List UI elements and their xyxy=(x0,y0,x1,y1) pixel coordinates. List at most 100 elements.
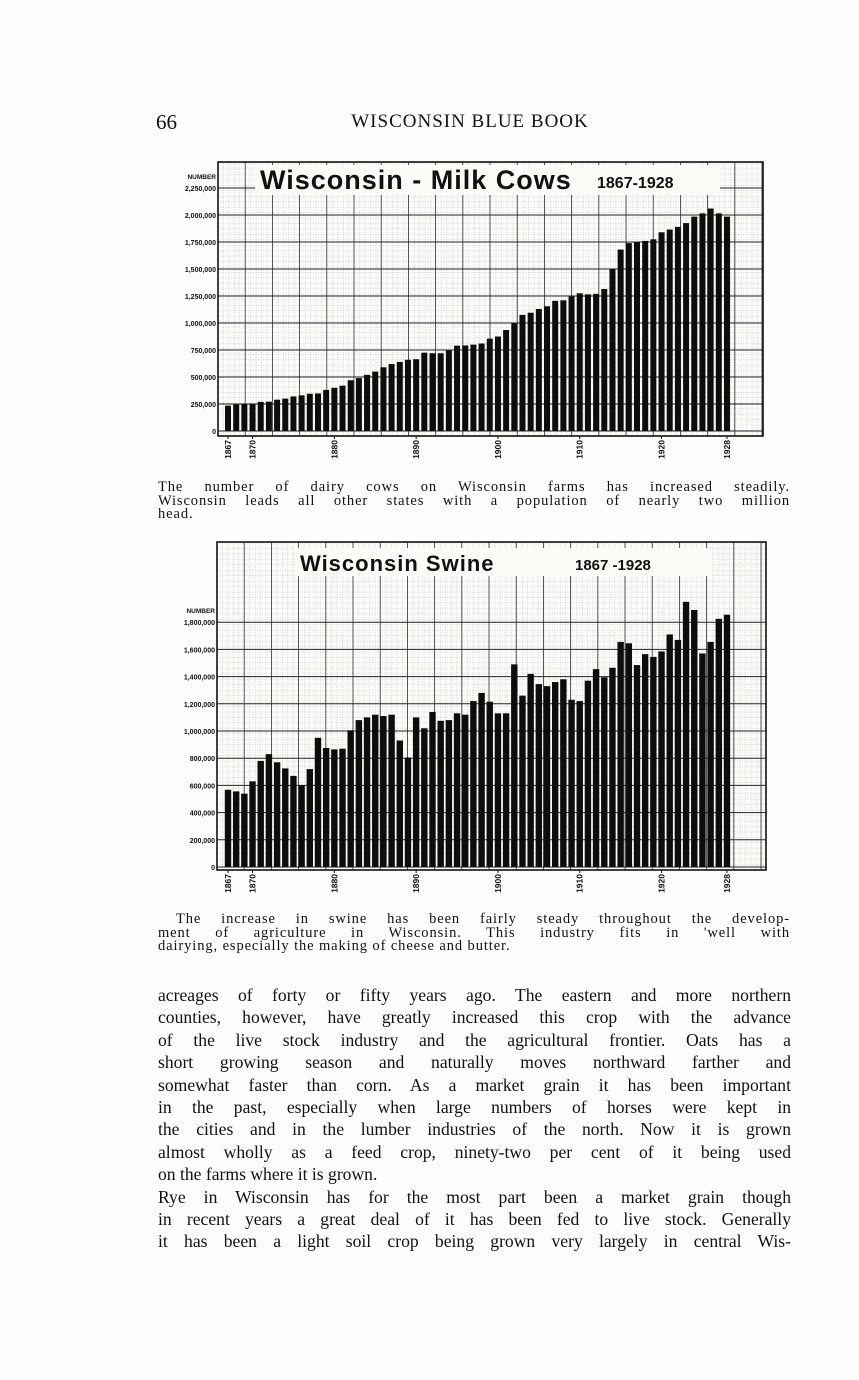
bar-1909 xyxy=(568,699,575,867)
y-tick-label: 1,400,000 xyxy=(184,675,215,682)
bar-1893 xyxy=(437,353,444,431)
y-tick-label: 2,250,000 xyxy=(185,186,216,193)
bar-1928 xyxy=(723,216,730,431)
bar-1878 xyxy=(314,393,321,431)
plot-frame xyxy=(217,161,764,437)
bar-1880 xyxy=(331,749,338,867)
bar-1883 xyxy=(355,720,363,867)
bar-1899 xyxy=(486,701,493,867)
bar-1885 xyxy=(372,714,379,867)
bar-1874 xyxy=(282,768,289,867)
bar-1873 xyxy=(274,399,281,431)
bar-1912 xyxy=(593,293,600,431)
y-axis-label: NUMBER xyxy=(187,174,216,181)
title-background xyxy=(295,548,710,576)
x-tick-label: 1928 xyxy=(722,874,732,893)
caption-line: head. xyxy=(158,506,194,522)
bar-1914 xyxy=(609,667,616,867)
bar-1874 xyxy=(282,398,289,431)
bar-1907 xyxy=(552,682,559,867)
body-text: acreages of forty or fifty years ago. Th… xyxy=(158,984,791,1253)
y-tick-label: 2,000,000 xyxy=(185,213,216,220)
running-head: WISCONSIN BLUE BOOK xyxy=(351,111,589,132)
bar-1906 xyxy=(543,686,551,867)
bar-1917 xyxy=(633,665,641,867)
bar-1894 xyxy=(445,720,453,867)
bar-1885 xyxy=(372,371,379,431)
bar-1916 xyxy=(625,243,632,431)
bar-1918 xyxy=(642,240,649,431)
bar-1894 xyxy=(445,350,452,431)
bar-1897 xyxy=(470,344,477,431)
chart-title: Wisconsin - Milk Cows xyxy=(260,165,572,195)
bar-1889 xyxy=(404,359,411,431)
bar-1900 xyxy=(494,336,501,431)
bar-1870 xyxy=(249,404,256,431)
bar-1872 xyxy=(265,754,273,867)
bar-1880 xyxy=(331,387,338,431)
body-line: counties, however, have greatly increase… xyxy=(158,1007,791,1028)
chart-title: Wisconsin Swine xyxy=(300,551,495,576)
x-tick-label: 1870 xyxy=(248,440,258,459)
y-tick-label: 600,000 xyxy=(190,783,215,790)
bar-1905 xyxy=(535,308,542,431)
bar-1898 xyxy=(478,343,485,431)
bar-1917 xyxy=(634,242,640,431)
bar-1881 xyxy=(339,385,346,431)
bar-1876 xyxy=(298,785,305,867)
bar-1879 xyxy=(322,748,330,867)
x-tick-label: 1910 xyxy=(575,874,585,893)
bar-1926 xyxy=(707,208,714,431)
bar-1906 xyxy=(544,306,551,431)
y-tick-label: 800,000 xyxy=(190,756,215,763)
y-tick-label: 250,000 xyxy=(191,402,216,409)
bar-1900 xyxy=(494,713,502,867)
page-number: 66 xyxy=(156,110,177,134)
bar-1872 xyxy=(265,401,272,431)
bar-1913 xyxy=(601,677,608,867)
caption-line: The increase in swine has been fairly st… xyxy=(176,911,790,927)
body-line: almost wholly as a feed crop, ninety-two… xyxy=(158,1141,791,1162)
bar-1916 xyxy=(625,643,633,867)
x-tick-label: 1890 xyxy=(411,874,421,893)
body-line: the cities and in the lumber industries … xyxy=(158,1119,791,1140)
bar-1893 xyxy=(437,720,444,867)
y-tick-label: 0 xyxy=(211,865,215,872)
body-line: in recent years a great deal of it has b… xyxy=(158,1209,791,1230)
bar-1918 xyxy=(641,654,649,867)
bar-1910 xyxy=(576,293,583,431)
bar-1867 xyxy=(225,405,231,431)
bar-1881 xyxy=(339,748,346,867)
caption-line: The number of dairy cows on Wisconsin fa… xyxy=(158,479,790,495)
bar-1879 xyxy=(323,389,330,431)
x-tick-label: 1900 xyxy=(493,874,503,893)
bar-1923 xyxy=(682,601,690,867)
y-tick-label: 1,800,000 xyxy=(184,620,215,627)
x-tick-label: 1890 xyxy=(411,440,421,459)
bar-1927 xyxy=(715,213,722,431)
bar-1873 xyxy=(273,762,281,867)
bar-1887 xyxy=(388,714,395,867)
y-tick-label: 1,000,000 xyxy=(184,729,215,736)
body-line: Rye in Wisconsin has for the most part b… xyxy=(158,1186,791,1207)
bar-1921 xyxy=(666,634,673,867)
bar-1913 xyxy=(601,288,608,431)
bar-1869 xyxy=(241,404,248,431)
bar-1901 xyxy=(502,713,510,867)
x-tick-label: 1910 xyxy=(575,440,585,459)
bar-1875 xyxy=(290,396,297,431)
bar-1877 xyxy=(306,769,313,867)
bar-1898 xyxy=(478,692,485,867)
body-line: short growing season and naturally moves… xyxy=(158,1052,791,1073)
bar-1892 xyxy=(429,353,436,431)
bar-1891 xyxy=(421,352,428,431)
bar-1888 xyxy=(396,740,403,867)
bar-1890 xyxy=(413,359,420,431)
y-tick-label: 1,600,000 xyxy=(184,647,215,654)
bar-1926 xyxy=(707,641,714,867)
bar-1922 xyxy=(674,226,681,431)
bar-1920 xyxy=(658,232,665,431)
plot-frame xyxy=(216,541,767,871)
bar-1908 xyxy=(560,300,567,431)
bar-1871 xyxy=(257,401,264,431)
